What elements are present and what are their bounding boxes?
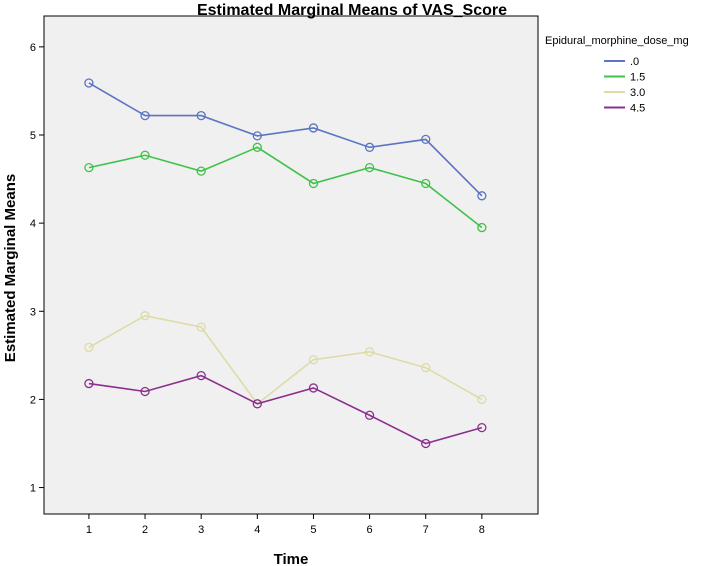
legend-title: Epidural_morphine_dose_mg <box>545 35 689 47</box>
data-point <box>477 191 487 201</box>
x-tick-label: 8 <box>479 524 485 536</box>
x-axis-label: Time <box>274 551 309 566</box>
data-point <box>308 123 319 133</box>
series-layer <box>84 78 487 449</box>
data-point <box>252 131 262 141</box>
x-tick-label: 2 <box>142 524 148 536</box>
y-tick-label: 3 <box>30 306 36 318</box>
data-point <box>252 142 262 152</box>
data-point <box>84 162 94 173</box>
legend-label: .0 <box>630 56 639 68</box>
x-tick-label: 5 <box>310 524 316 536</box>
x-tick-label: 3 <box>198 524 204 536</box>
y-tick-label: 1 <box>30 483 36 495</box>
series-line <box>88 146 483 229</box>
series-line <box>88 314 483 405</box>
data-point <box>477 394 487 405</box>
series-3p0 <box>84 311 487 409</box>
data-point <box>308 355 319 365</box>
data-point <box>196 370 206 381</box>
series-line <box>88 374 483 445</box>
y-tick-label: 2 <box>30 394 36 406</box>
x-tick-label: 6 <box>367 524 373 536</box>
data-point <box>364 410 375 420</box>
x-tick-label: 7 <box>423 524 429 536</box>
legend: .0 1.5 3.0 4.5 <box>604 56 645 115</box>
data-point <box>196 110 206 121</box>
series-p0 <box>84 78 487 201</box>
data-point <box>84 342 94 353</box>
data-point <box>421 363 431 373</box>
data-point <box>308 383 319 393</box>
plot-area <box>43 15 539 515</box>
data-point <box>308 178 319 189</box>
x-tick-label: 4 <box>254 524 260 536</box>
data-point <box>421 438 431 449</box>
data-point <box>196 166 206 176</box>
data-point <box>196 322 206 332</box>
data-point <box>421 134 431 145</box>
x-tick-label: 1 <box>86 524 92 536</box>
data-point <box>364 347 375 357</box>
data-point <box>140 150 150 160</box>
data-point <box>477 222 487 233</box>
y-axis: 1 2 3 4 5 6 <box>30 42 44 495</box>
data-point <box>140 386 150 397</box>
x-axis: 1 2 3 4 5 6 7 8 <box>86 514 485 536</box>
legend-label: 3.0 <box>630 87 645 99</box>
data-point <box>252 399 262 409</box>
legend-label: 1.5 <box>630 72 645 84</box>
y-tick-label: 6 <box>30 42 36 54</box>
series-1p5 <box>84 142 487 233</box>
data-point <box>140 110 150 121</box>
data-point <box>84 378 94 389</box>
data-point <box>140 311 150 321</box>
series-4p5 <box>84 370 487 449</box>
legend-label: 4.5 <box>630 103 645 115</box>
y-tick-label: 5 <box>30 130 36 142</box>
series-line <box>88 82 483 197</box>
data-point <box>477 422 487 433</box>
data-point <box>84 78 94 88</box>
y-tick-label: 4 <box>30 218 36 230</box>
data-point <box>421 178 431 189</box>
data-point <box>364 142 375 152</box>
data-point <box>364 162 375 173</box>
chart-title: Estimated Marginal Means of VAS_Score <box>197 2 507 19</box>
y-axis-label: Estimated Marginal Means <box>2 174 19 362</box>
